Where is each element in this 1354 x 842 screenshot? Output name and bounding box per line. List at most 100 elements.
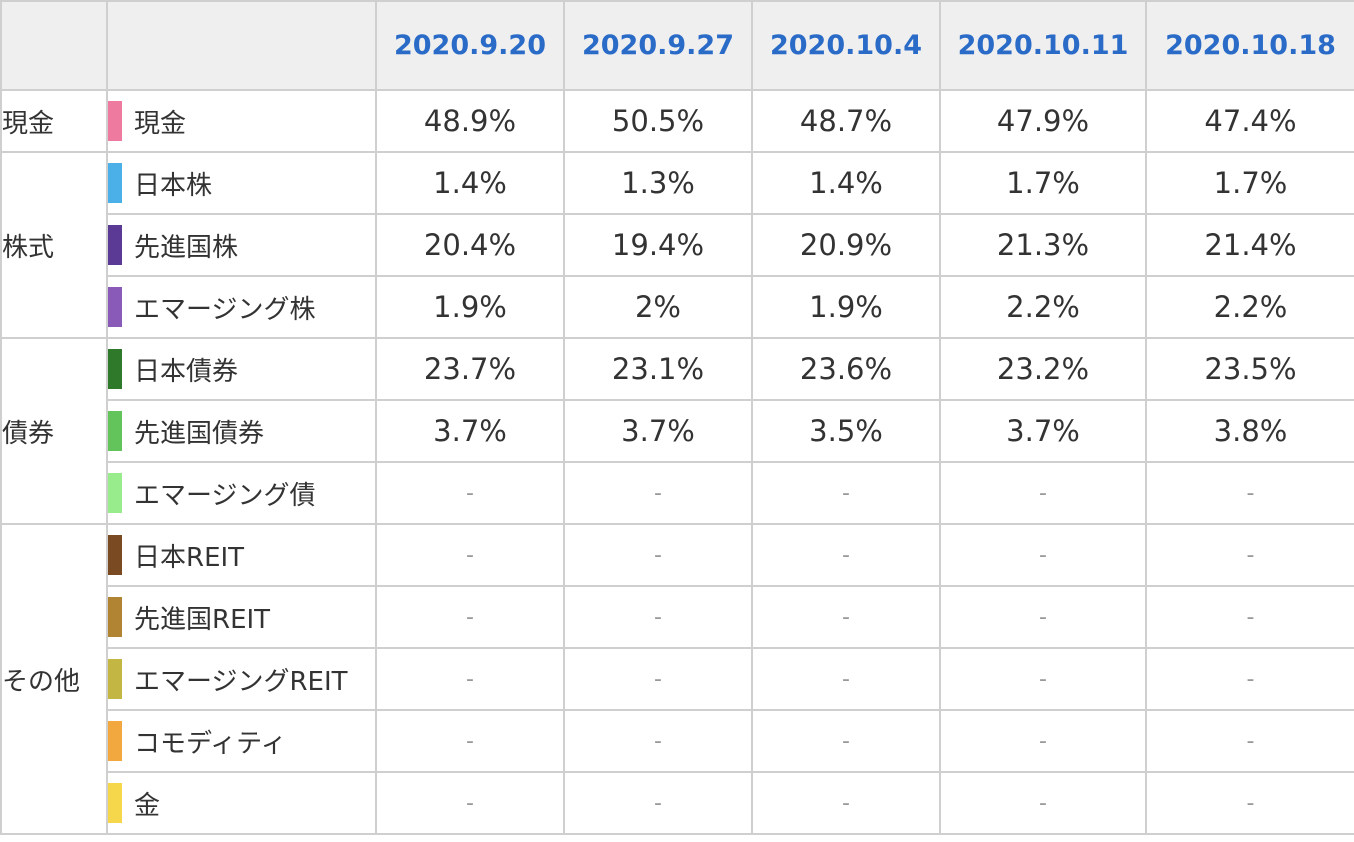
asset-cell: 現金 (106, 89, 377, 153)
table-row: 債券 日本債券 23.7% 23.1% 23.6% 23.2% 23.5% (0, 337, 1354, 525)
asset-cell: 日本REIT (106, 523, 377, 587)
value-cell: - (563, 585, 753, 649)
value-cell: 3.8% (1145, 399, 1354, 463)
table-row: 先進国株 20.4% 19.4% 20.9% 21.3% 21.4% (1, 213, 1354, 277)
header-asset-cell (106, 0, 377, 91)
value-cell: 3.7% (375, 399, 565, 463)
value-cell: 1.3% (563, 151, 753, 215)
value-cell: - (375, 585, 565, 649)
value-cell: - (939, 585, 1147, 649)
value-cell: 1.9% (375, 275, 565, 339)
color-swatch-icon (109, 101, 122, 141)
value-cell: - (563, 647, 753, 711)
value-cell: - (939, 647, 1147, 711)
value-cell: 50.5% (563, 89, 753, 153)
header-row: 2020.9.20 2020.9.27 2020.10.4 2020.10.11… (0, 0, 1354, 91)
value-cell: 3.7% (939, 399, 1147, 463)
value-cell: - (375, 523, 565, 587)
color-swatch-icon (109, 287, 122, 327)
table-row: 金----- (1, 771, 1354, 835)
value-cell: 23.2% (939, 337, 1147, 401)
table-row: コモディティ - - - - - (1, 709, 1354, 773)
table-row: 先進国債券 3.7% 3.7% 3.5% 3.7% 3.8% (1, 399, 1354, 463)
value-cell: - (939, 461, 1147, 525)
value-cell: - (751, 585, 941, 649)
asset-label: 金 (134, 790, 161, 821)
value-cell: 23.7% (375, 337, 565, 401)
asset-label: 日本REIT (134, 542, 245, 573)
color-swatch-icon (109, 783, 122, 823)
category-label: その他 (0, 523, 108, 835)
value-cell: - (1145, 771, 1354, 835)
color-swatch-icon (109, 349, 122, 389)
date-header: 2020.10.18 (1145, 0, 1354, 91)
table-row: エマージングREIT - - - - - (1, 647, 1354, 711)
table-body: 現金 現金 48.9% 50.5% 48.7% 47.9% 47.4% 株式 日本株 1.4% 1.… (0, 89, 1354, 835)
asset-label: エマージング債 (134, 480, 316, 511)
color-swatch-icon (109, 225, 122, 265)
color-swatch-icon (109, 597, 122, 637)
asset-cell: エマージング債 (106, 461, 377, 525)
table-row: エマージング債 - - - - - (1, 461, 1354, 525)
date-header: 2020.10.4 (751, 0, 941, 91)
value-cell: 20.4% (375, 213, 565, 277)
value-cell: - (563, 461, 753, 525)
value-cell: - (939, 771, 1147, 835)
date-header: 2020.10.11 (939, 0, 1147, 91)
asset-label: 日本株 (134, 170, 213, 201)
value-cell: 23.6% (751, 337, 941, 401)
value-cell: 1.4% (751, 151, 941, 215)
value-cell: 2.2% (1145, 275, 1354, 339)
value-cell: 23.5% (1145, 337, 1354, 401)
value-cell: 23.1% (563, 337, 753, 401)
table-row: 先進国REIT - - - - - (1, 585, 1354, 649)
asset-cell: エマージング株 (106, 275, 377, 339)
color-swatch-icon (109, 535, 122, 575)
asset-label: 現金 (134, 108, 187, 139)
table-row: エマージング株 1.9% 2% 1.9% 2.2% 2.2% (1, 275, 1354, 339)
color-swatch-icon (109, 163, 122, 203)
date-header: 2020.9.20 (375, 0, 565, 91)
asset-cell: 先進国REIT (106, 585, 377, 649)
value-cell: - (1145, 523, 1354, 587)
value-cell: 2.2% (939, 275, 1147, 339)
asset-label: コモディティ (134, 728, 287, 759)
value-cell: 48.7% (751, 89, 941, 153)
value-cell: 47.9% (939, 89, 1147, 153)
table-row: 現金 現金 48.9% 50.5% 48.7% 47.9% 47.4% (0, 89, 1354, 153)
value-cell: 21.3% (939, 213, 1147, 277)
table-row: その他 日本REIT - - - - - (0, 523, 1354, 835)
value-cell: - (751, 523, 941, 587)
value-cell: 3.5% (751, 399, 941, 463)
asset-cell: 先進国株 (106, 213, 377, 277)
value-cell: - (939, 523, 1147, 587)
asset-label: 先進国REIT (134, 604, 271, 635)
asset-cell: エマージングREIT (106, 647, 377, 711)
value-cell: - (375, 647, 565, 711)
color-swatch-icon (109, 659, 122, 699)
header-category-cell (0, 0, 108, 91)
category-label: 現金 (0, 89, 108, 153)
asset-label: 先進国株 (134, 232, 239, 263)
color-swatch-icon (109, 473, 122, 513)
asset-cell: 先進国債券 (106, 399, 377, 463)
value-cell: - (375, 461, 565, 525)
asset-cell: 日本債券 (106, 337, 377, 401)
asset-label: 先進国債券 (134, 418, 265, 449)
value-cell: - (1145, 585, 1354, 649)
value-cell: - (751, 771, 941, 835)
category-label: 債券 (0, 337, 108, 525)
asset-cell: 金 (106, 771, 377, 835)
date-header: 2020.9.27 (563, 0, 753, 91)
value-cell: 2% (563, 275, 753, 339)
color-swatch-icon (109, 411, 122, 451)
color-swatch-icon (109, 721, 122, 761)
asset-label: 日本債券 (134, 356, 239, 387)
value-cell: 1.4% (375, 151, 565, 215)
value-cell: - (1145, 461, 1354, 525)
category-label: 株式 (0, 151, 108, 339)
value-cell: 1.7% (1145, 151, 1354, 215)
value-cell: 21.4% (1145, 213, 1354, 277)
value-cell: 48.9% (375, 89, 565, 153)
